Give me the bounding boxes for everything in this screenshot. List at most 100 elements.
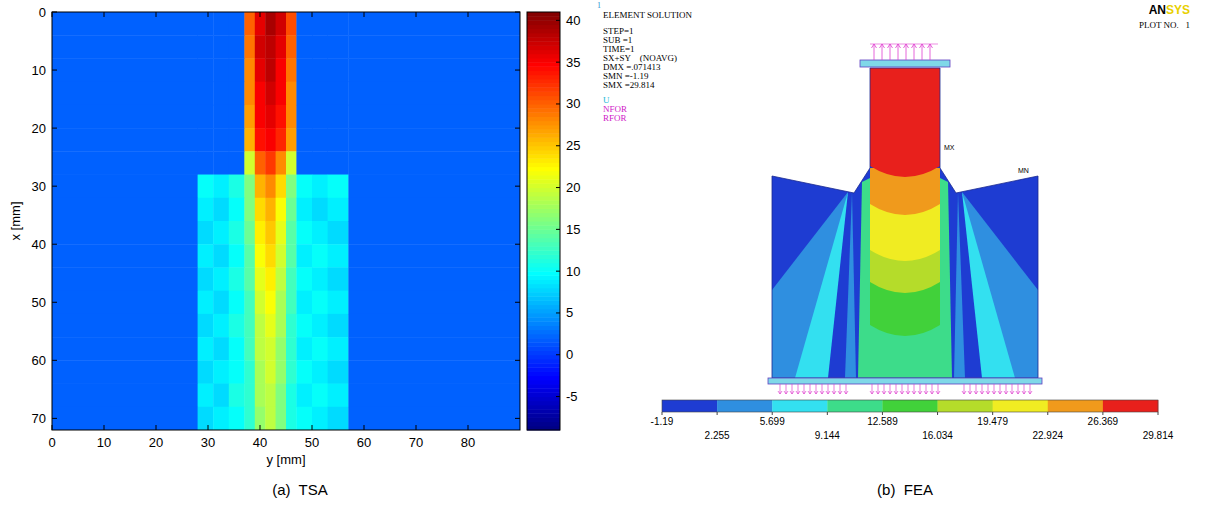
heatmap-cell <box>198 337 214 361</box>
heatmap-cell <box>265 407 276 430</box>
heatmap-cell <box>244 128 255 152</box>
reaction-arrow <box>926 384 927 394</box>
colorbar-step <box>527 363 560 368</box>
heatmap-cell <box>265 105 276 129</box>
heatmap-cell <box>296 12 312 36</box>
colorbar-step <box>527 292 560 297</box>
heatmap-cell <box>328 360 349 384</box>
heatmap-cell <box>265 82 276 106</box>
heatmap-cell <box>52 175 198 199</box>
heatmap-cell <box>286 360 297 384</box>
heatmap-cell <box>296 384 312 408</box>
reaction-arrow-head <box>912 391 916 394</box>
legend-tick <box>1047 412 1048 415</box>
force-arrow-head <box>880 44 885 48</box>
colorbar-step <box>527 54 560 59</box>
reaction-arrow <box>1006 384 1007 394</box>
colorbar-step <box>527 150 560 155</box>
reaction-arrow <box>884 384 885 394</box>
colorbar-step <box>527 330 560 335</box>
colorbar-step <box>527 250 560 255</box>
colorbar-tick-label: 0 <box>566 347 573 362</box>
heatmap-cell <box>244 82 255 106</box>
legend-level-label: 12.589 <box>867 416 898 427</box>
reaction-arrow <box>840 384 841 394</box>
heatmap-cell <box>255 198 266 222</box>
heatmap-cell <box>328 337 349 361</box>
x-tick <box>468 12 469 17</box>
reaction-arrow <box>792 384 793 394</box>
colorbar-step <box>527 183 560 188</box>
y-tick <box>52 244 57 245</box>
colorbar-step <box>527 83 560 88</box>
x-tick-label: 10 <box>97 435 111 450</box>
heatmap-cell <box>265 12 276 36</box>
legend-band <box>1103 400 1158 412</box>
colorbar-step <box>527 413 560 418</box>
reaction-arrow-head <box>790 391 794 394</box>
force-arrow <box>890 44 891 60</box>
heatmap-cell <box>229 360 245 384</box>
heatmap-cell <box>348 360 520 384</box>
x-tick-label: 50 <box>305 435 319 450</box>
heatmap-cells <box>52 12 520 430</box>
heatmap-cell <box>328 267 349 291</box>
heatmap-cell <box>255 58 266 82</box>
reaction-arrow <box>896 384 897 394</box>
reaction-arrow <box>994 384 995 394</box>
reaction-arrow <box>1030 384 1031 394</box>
heatmap-cell <box>265 151 276 175</box>
legend-band <box>938 400 993 412</box>
reaction-arrow-head <box>832 391 836 394</box>
contour-band <box>870 168 940 293</box>
colorbar-tick <box>556 62 560 63</box>
heatmap-cell <box>52 314 198 338</box>
heatmap-cell <box>348 175 520 199</box>
reaction-arrow-head <box>826 391 830 394</box>
legend-band <box>882 400 937 412</box>
heatmap-cell <box>255 221 266 245</box>
colorbar-tick <box>556 145 560 146</box>
heatmap-cell <box>312 407 328 430</box>
heatmap-cell <box>276 12 287 36</box>
legend-band <box>1048 400 1103 412</box>
colorbar-step <box>527 296 560 301</box>
heatmap-cell <box>52 360 198 384</box>
colorbar-step <box>527 326 560 331</box>
logo-part: SYS <box>1166 3 1190 17</box>
heatmap-cell <box>52 384 198 408</box>
reaction-arrow-head <box>888 391 892 394</box>
heatmap-cell <box>213 35 229 59</box>
loads <box>768 44 1042 394</box>
heatmap-cell <box>255 175 266 199</box>
colorbar-step <box>527 29 560 34</box>
colorbar-step <box>527 388 560 393</box>
heatmap-cell <box>198 151 214 175</box>
heatmap-cell <box>276 105 287 129</box>
contour-band <box>940 178 952 378</box>
colorbar-step <box>527 129 560 134</box>
x-tick-label: 60 <box>357 435 371 450</box>
reaction-arrow <box>970 384 971 394</box>
heatmap-cell <box>244 384 255 408</box>
reaction-arrow-head <box>992 391 996 394</box>
reaction-arrow <box>964 384 965 394</box>
y-tick-label: 40 <box>32 237 46 252</box>
heatmap-cell <box>296 407 312 430</box>
heatmap-cell <box>296 221 312 245</box>
heatmap-cell <box>198 198 214 222</box>
x-tick-label: 20 <box>149 435 163 450</box>
heatmap-cell <box>265 198 276 222</box>
force-arrow-head <box>904 44 909 48</box>
y-tick <box>52 12 57 13</box>
colorbar-step <box>527 133 560 138</box>
heatmap-cell <box>198 407 214 430</box>
heatmap-cell <box>229 58 245 82</box>
legend-tick <box>882 412 883 415</box>
heatmap-cell <box>198 221 214 245</box>
colorbar-step <box>527 263 560 268</box>
heatmap-cell <box>265 267 276 291</box>
colorbar-step <box>527 367 560 372</box>
heatmap-cell <box>286 128 297 152</box>
heatmap-cell <box>296 35 312 59</box>
